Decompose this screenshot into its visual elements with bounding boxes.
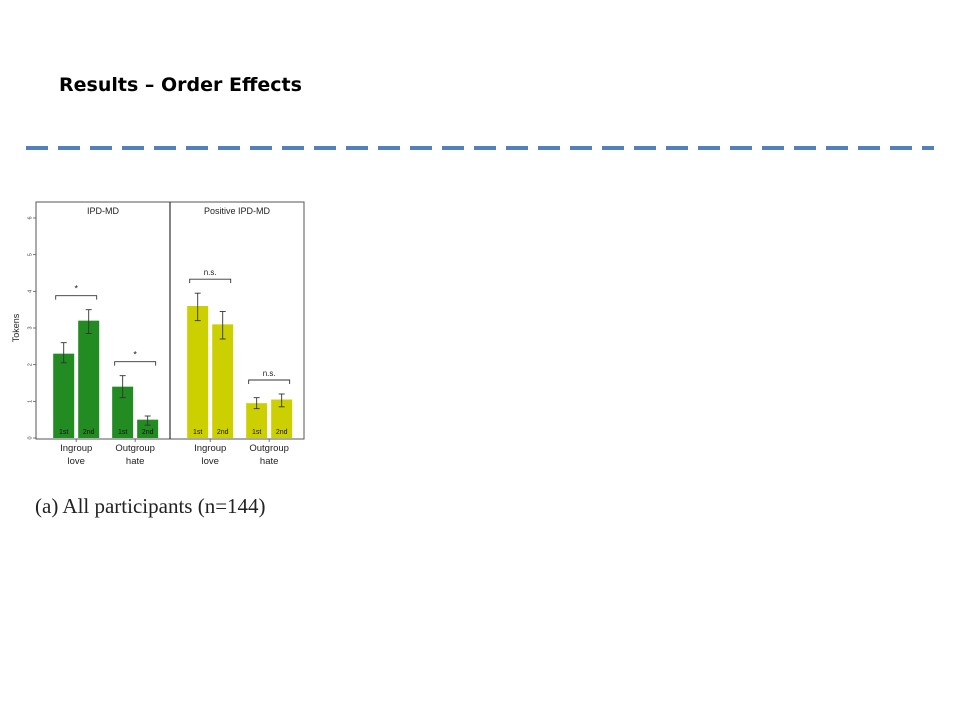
group-label: love [201,456,218,467]
y-tick-label: 3 [27,326,33,329]
bar [78,320,100,438]
bar [137,419,159,438]
bar-order-label: 1st [118,429,127,436]
significance-bracket [189,278,232,284]
y-tick-label: 6 [27,216,33,219]
bar-order-label: 1st [59,429,68,436]
slide-title: Results – Order Effects [59,74,302,96]
bar-chart: Tokens 0 1 2 3 4 5 6 IPD-MD 1st 2nd * Ingroup love 1st… [11,201,305,467]
group-label: hate [260,456,279,467]
significance-bracket [55,295,98,300]
y-tick-label: 5 [27,253,33,256]
group-label: Outgroup [249,443,289,454]
title-divider [26,146,934,150]
bar-order-label: 2nd [83,429,95,436]
bar [212,324,234,438]
bar-order-label: 2nd [276,429,288,436]
bar [271,399,293,438]
bar [246,403,268,438]
bar-order-label: 2nd [217,429,229,436]
bar-order-label: 2nd [142,429,154,436]
significance-bracket [114,361,157,366]
significance-label: n.s. [263,369,276,378]
y-tick-label: 4 [27,290,33,293]
y-tick-label: 0 [27,436,33,439]
y-axis-label: Tokens [11,313,21,342]
bar-order-label: 1st [252,429,261,436]
group-label: Outgroup [115,443,155,454]
bar [53,353,75,438]
significance-label: n.s. [204,268,217,277]
panel-title: IPD-MD [87,206,119,216]
significance-label: * [74,284,78,294]
figure-caption: (a) All participants (n=144) [35,494,266,518]
bar [187,306,209,438]
group-label: Ingroup [60,443,92,454]
bar [112,386,134,438]
group-label: hate [126,456,145,467]
y-tick-label: 2 [27,363,33,366]
significance-label: * [133,350,137,360]
panel-title: Positive IPD-MD [204,206,271,216]
y-tick-label: 1 [27,400,33,403]
group-label: love [67,456,84,467]
bar-order-label: 1st [193,429,202,436]
significance-bracket [248,379,291,384]
group-label: Ingroup [194,443,226,454]
